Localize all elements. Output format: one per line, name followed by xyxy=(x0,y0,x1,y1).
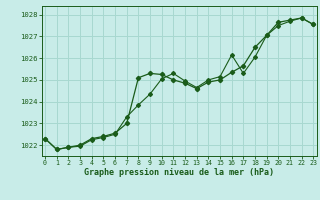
X-axis label: Graphe pression niveau de la mer (hPa): Graphe pression niveau de la mer (hPa) xyxy=(84,168,274,177)
